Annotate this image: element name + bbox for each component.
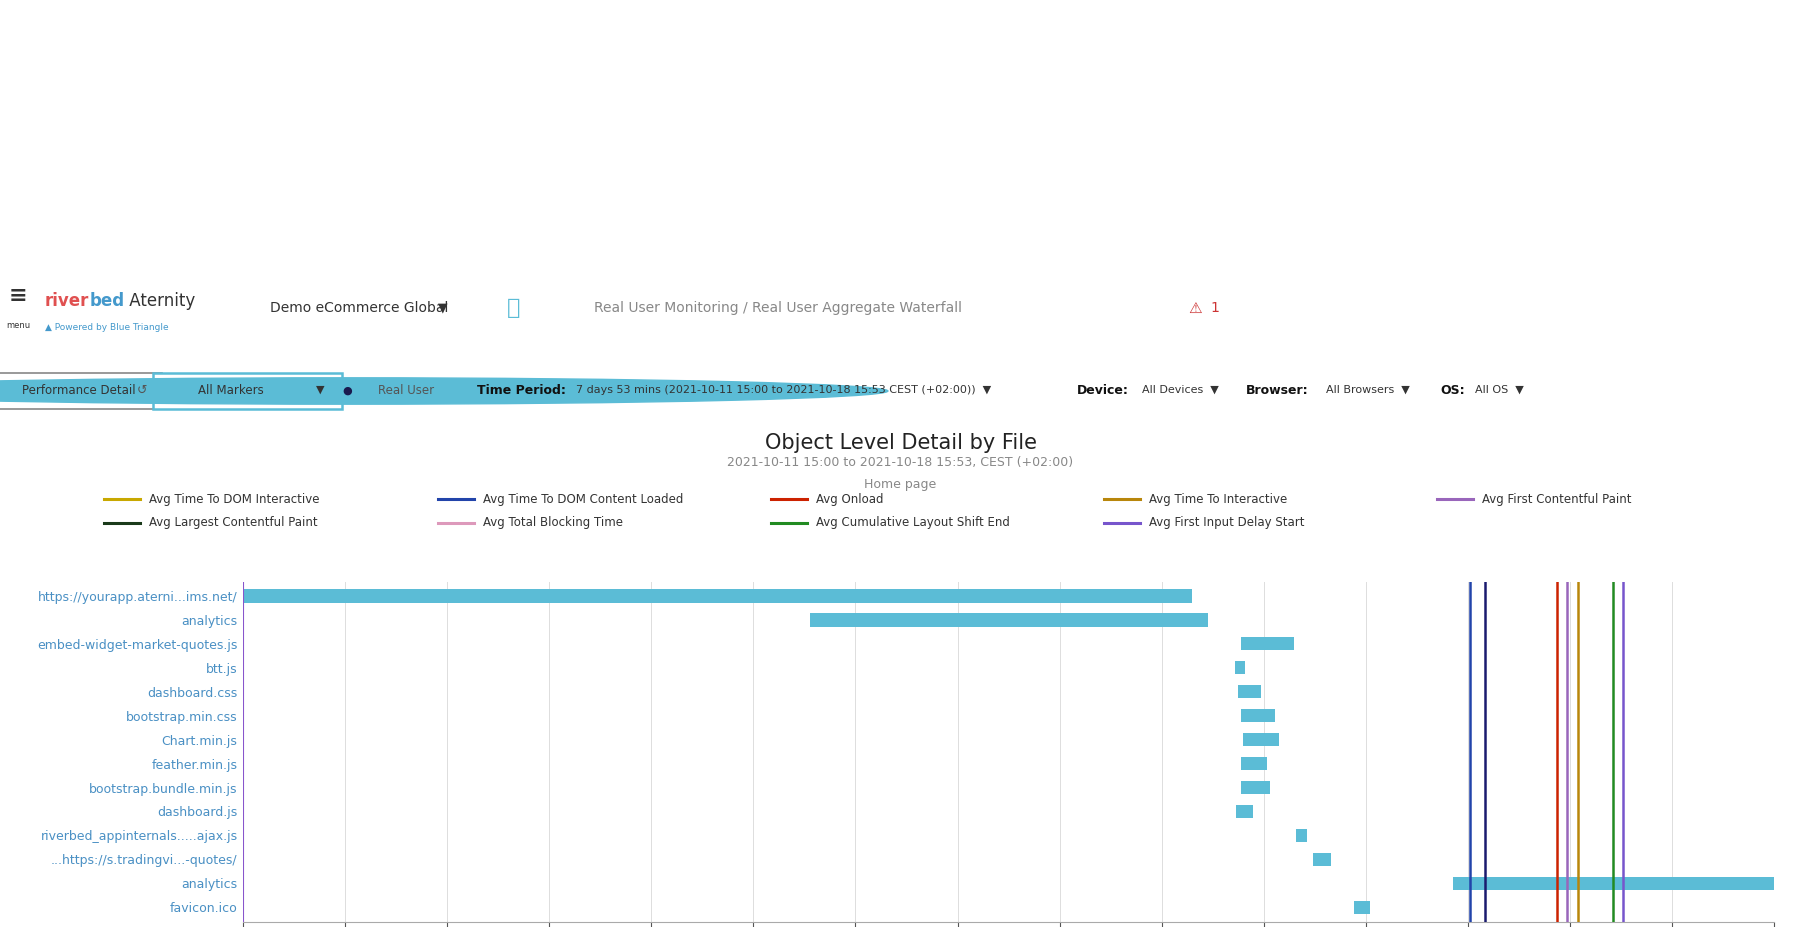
FancyBboxPatch shape	[0, 374, 162, 409]
Text: Avg Time To DOM Content Loaded: Avg Time To DOM Content Loaded	[483, 493, 683, 506]
Bar	[1241, 781, 1270, 794]
Text: Avg Total Blocking Time: Avg Total Blocking Time	[483, 516, 623, 529]
Text: river: river	[45, 292, 90, 310]
Text: Aternity: Aternity	[124, 292, 196, 310]
Text: 2021-10-11 15:00 to 2021-10-18 15:53, CEST (+02:00): 2021-10-11 15:00 to 2021-10-18 15:53, CE…	[728, 456, 1073, 469]
Text: menu: menu	[5, 321, 31, 330]
Text: Real User: Real User	[378, 384, 434, 397]
Text: ?: ?	[1785, 347, 1792, 362]
Text: bed: bed	[90, 292, 126, 310]
Text: All OS  ▼: All OS ▼	[1475, 385, 1524, 395]
Bar	[243, 590, 1192, 603]
Text: ▼: ▼	[317, 385, 324, 395]
Text: Demo eCommerce Global: Demo eCommerce Global	[270, 301, 448, 315]
Text: Avg Onload: Avg Onload	[816, 493, 882, 506]
Bar	[1243, 733, 1279, 746]
Text: OS:: OS:	[1441, 384, 1466, 397]
Text: Performance Detail: Performance Detail	[22, 384, 137, 397]
Text: ≡: ≡	[9, 286, 27, 306]
Bar	[1235, 661, 1244, 674]
Text: Real User Monitoring / Real User Aggregate Waterfall: Real User Monitoring / Real User Aggrega…	[594, 301, 962, 315]
Text: Browser:: Browser:	[1246, 384, 1309, 397]
Text: All Devices  ▼: All Devices ▼	[1142, 385, 1219, 395]
Text: Avg First Input Delay Start: Avg First Input Delay Start	[1149, 516, 1304, 529]
Text: ◑: ◑	[1707, 345, 1722, 363]
Text: 🔒: 🔒	[506, 298, 520, 318]
Text: Object Level Detail by File: Object Level Detail by File	[764, 433, 1037, 452]
Bar	[1297, 829, 1306, 842]
Bar	[1237, 685, 1261, 698]
Circle shape	[0, 378, 888, 404]
Bar	[1354, 901, 1371, 914]
Bar	[1241, 709, 1275, 722]
Text: 1: 1	[1210, 301, 1219, 315]
Text: Avg First Contentful Paint: Avg First Contentful Paint	[1482, 493, 1632, 506]
Text: ●: ●	[342, 386, 353, 396]
Text: All Markers: All Markers	[198, 384, 263, 397]
Text: 7 days 53 mins (2021-10-11 15:00 to 2021-10-18 15:53 CEST (+02:00))  ▼: 7 days 53 mins (2021-10-11 15:00 to 2021…	[576, 385, 991, 395]
Text: ⊡: ⊡	[1657, 345, 1671, 363]
Text: Device:: Device:	[1077, 384, 1129, 397]
Bar	[1313, 853, 1331, 866]
Text: Avg Time To DOM Interactive: Avg Time To DOM Interactive	[149, 493, 321, 506]
Text: Time Period:: Time Period:	[477, 384, 566, 397]
Text: ▼: ▼	[438, 301, 447, 314]
Text: ↺: ↺	[137, 384, 148, 397]
Text: ▼: ▼	[1606, 347, 1617, 362]
Text: Avg Time To Interactive: Avg Time To Interactive	[1149, 493, 1288, 506]
Text: ⚠: ⚠	[1189, 300, 1203, 315]
Bar	[1452, 877, 1774, 890]
Bar	[1241, 757, 1266, 770]
Text: ▲ Powered by Blue Triangle: ▲ Powered by Blue Triangle	[45, 324, 169, 333]
Text: ⊞: ⊞	[1749, 347, 1763, 362]
Text: Avg Cumulative Layout Shift End: Avg Cumulative Layout Shift End	[816, 516, 1010, 529]
Text: Home page: Home page	[864, 478, 937, 491]
FancyBboxPatch shape	[153, 374, 342, 409]
Bar	[810, 614, 1207, 627]
Bar	[1241, 637, 1295, 651]
Text: All Browsers  ▼: All Browsers ▼	[1326, 385, 1410, 395]
Bar	[1235, 805, 1253, 818]
Text: Avg Largest Contentful Paint: Avg Largest Contentful Paint	[149, 516, 319, 529]
